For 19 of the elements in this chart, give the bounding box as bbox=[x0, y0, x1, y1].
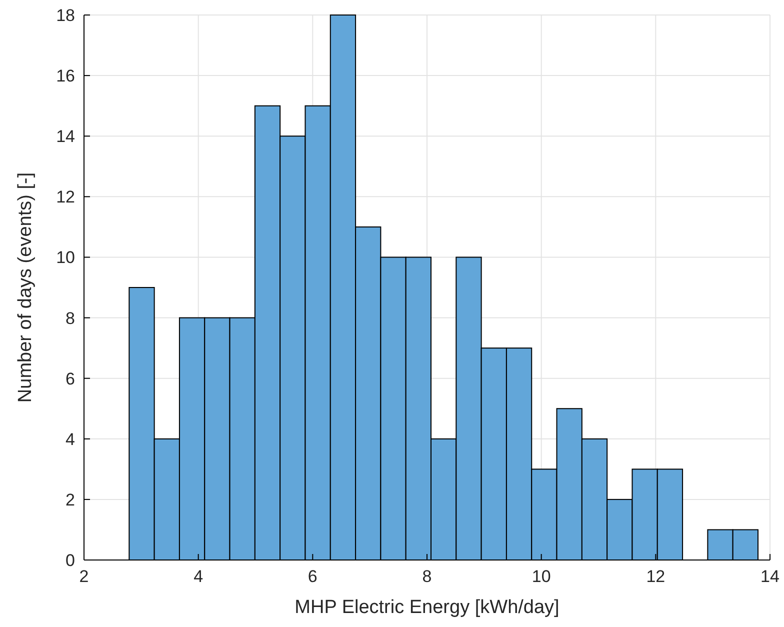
x-tick-label: 6 bbox=[308, 567, 318, 586]
x-tick-label: 8 bbox=[422, 567, 432, 586]
x-tick-label: 12 bbox=[646, 567, 666, 586]
x-axis-title: MHP Electric Energy [kWh/day] bbox=[294, 597, 560, 618]
y-tick-label: 8 bbox=[66, 308, 75, 328]
y-tick-label: 18 bbox=[56, 6, 75, 25]
x-tick-label: 14 bbox=[760, 567, 780, 586]
y-tick-label: 16 bbox=[56, 66, 75, 86]
x-tick-label: 10 bbox=[532, 567, 551, 586]
y-tick-label: 0 bbox=[66, 551, 75, 570]
y-tick-label: 6 bbox=[66, 369, 75, 388]
y-tick-label: 12 bbox=[56, 188, 75, 207]
y-tick-label: 14 bbox=[56, 127, 75, 146]
y-tick-label: 10 bbox=[56, 248, 75, 268]
x-tick-label: 4 bbox=[194, 567, 204, 586]
y-axis-title: Number of days (events) [-] bbox=[15, 172, 36, 403]
x-tick-label: 2 bbox=[79, 567, 89, 586]
y-tick-label: 2 bbox=[66, 490, 75, 510]
y-tick-label: 4 bbox=[66, 430, 75, 449]
